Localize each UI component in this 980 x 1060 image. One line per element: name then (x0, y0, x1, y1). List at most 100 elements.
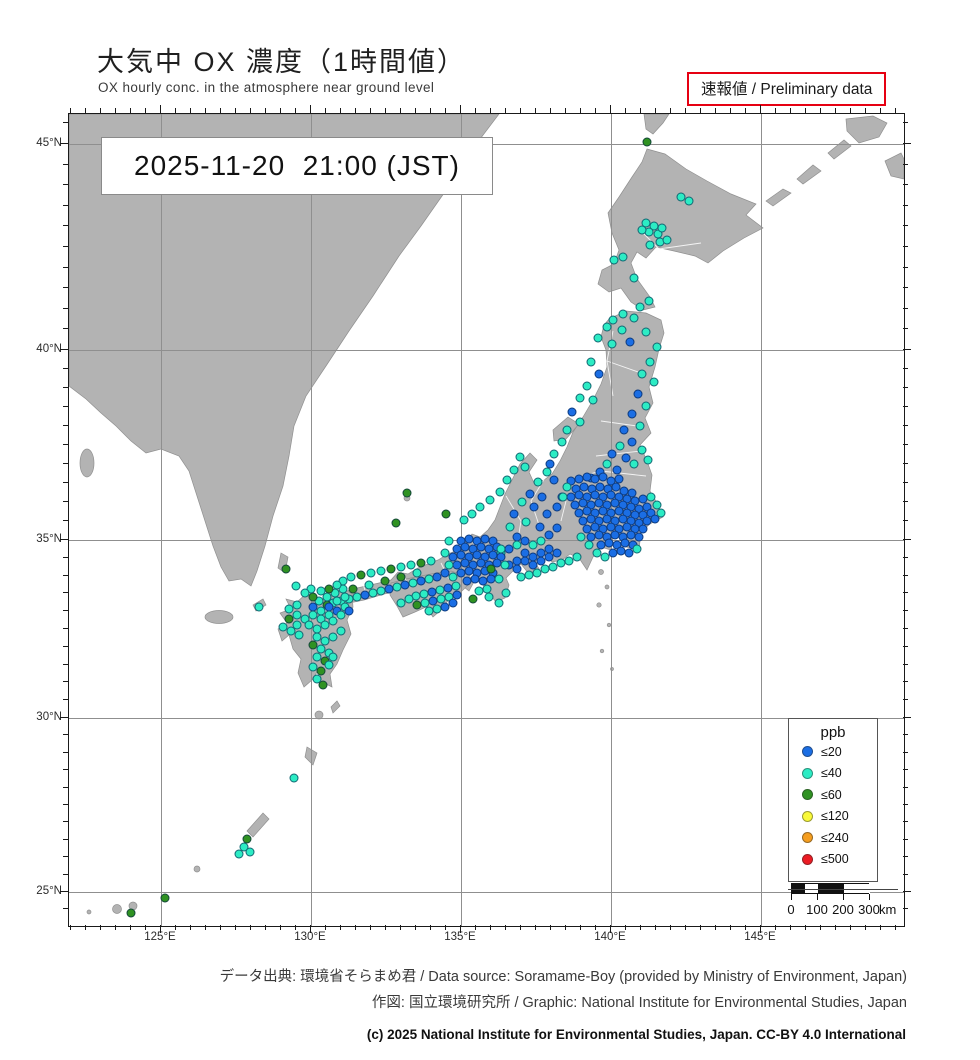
station-dot (536, 556, 546, 566)
japan-landmass (69, 114, 904, 915)
station-dot (556, 558, 566, 568)
station-dot (657, 223, 667, 233)
station-dot (364, 580, 374, 590)
station-dot (245, 847, 255, 857)
station-dot (562, 482, 572, 492)
legend-bin-label: ≤500 (821, 852, 849, 867)
station-dot (443, 583, 453, 593)
scale-bar-label: 200 (832, 902, 854, 917)
station-dot (384, 584, 394, 594)
station-dot (632, 544, 642, 554)
station-dot (376, 586, 386, 596)
data-source-credit: データ出典: 環境省そらまめ君 / Data source: Soramame-… (219, 969, 907, 985)
legend-entry: ≤60 (789, 784, 877, 806)
station-dot (618, 252, 628, 262)
station-dot (485, 495, 495, 505)
scale-bar-label: 0 (787, 902, 795, 917)
station-dot (234, 849, 244, 859)
sakhalin (643, 114, 670, 135)
station-dot (532, 568, 542, 578)
station-dot (552, 523, 562, 533)
station-dot (509, 509, 519, 519)
station-dot (320, 636, 330, 646)
station-dot (284, 604, 294, 614)
station-dot (533, 477, 543, 487)
station-dot (402, 488, 412, 498)
station-dot (562, 425, 572, 435)
station-dot (641, 327, 651, 337)
station-dot (386, 564, 396, 574)
station-dot (684, 196, 694, 206)
station-dot (292, 600, 302, 610)
scale-bar: 0 100 200 300 km (787, 883, 898, 917)
station-dot (320, 620, 330, 630)
station-dot (348, 584, 358, 594)
legend-entry: ≤120 (789, 806, 877, 828)
station-dot (642, 137, 652, 147)
station-dot (520, 548, 530, 558)
station-dot (502, 475, 512, 485)
legend-bin-label: ≤240 (821, 830, 849, 845)
station-dot (412, 568, 422, 578)
station-dot (544, 530, 554, 540)
station-dot (548, 562, 558, 572)
scale-bar-unit: km (879, 902, 897, 917)
station-dot (584, 540, 594, 550)
station-dot (396, 598, 406, 608)
legend-entry: ≤240 (789, 827, 877, 849)
station-dot (629, 313, 639, 323)
station-dot (582, 381, 592, 391)
legend-entry: ≤20 (789, 741, 877, 763)
lat-tick-label: 25°N (36, 885, 62, 897)
station-dot (494, 598, 504, 608)
station-dot (486, 564, 496, 574)
station-dot (633, 389, 643, 399)
station-dot (540, 564, 550, 574)
station-dot (312, 674, 322, 684)
station-dot (396, 562, 406, 572)
station-dot (629, 273, 639, 283)
lat-tick-label: 40°N (36, 343, 62, 355)
okinawa-island (246, 812, 270, 838)
station-dot (419, 589, 429, 599)
station-dot (602, 322, 612, 332)
station-dot (652, 342, 662, 352)
station-dot (588, 395, 598, 405)
station-dot (575, 393, 585, 403)
preliminary-data-badge: 速報値 / Preliminary data (687, 72, 887, 106)
station-dot (504, 544, 514, 554)
station-dot (615, 441, 625, 451)
station-dot (650, 514, 660, 524)
legend-entry: ≤500 (789, 849, 877, 871)
station-dot (607, 339, 617, 349)
lon-tick-label: 140°E (594, 931, 626, 943)
lon-tick-label: 135°E (444, 931, 476, 943)
station-dot (440, 548, 450, 558)
station-dot (644, 296, 654, 306)
legend-color-dot (802, 789, 813, 801)
station-dot (408, 578, 418, 588)
station-dot (336, 626, 346, 636)
station-dot (552, 502, 562, 512)
station-dot (452, 590, 462, 600)
station-dot (400, 580, 410, 590)
station-dot (637, 225, 647, 235)
station-dot (649, 377, 659, 387)
station-dot (294, 630, 304, 640)
station-dot (426, 556, 436, 566)
station-dot (254, 602, 264, 612)
station-dot (656, 508, 666, 518)
station-dot (495, 487, 505, 497)
station-dot (346, 572, 356, 582)
station-dot (440, 568, 450, 578)
station-dot (501, 588, 511, 598)
station-dot (484, 592, 494, 602)
station-dot (440, 602, 450, 612)
station-dot (441, 509, 451, 519)
station-dot (516, 572, 526, 582)
page-subtitle: OX hourly conc. in the atmosphere near g… (98, 80, 435, 95)
station-dot (536, 536, 546, 546)
scale-bar-label: 300 (858, 902, 880, 917)
station-dot (635, 302, 645, 312)
station-dot (619, 425, 629, 435)
